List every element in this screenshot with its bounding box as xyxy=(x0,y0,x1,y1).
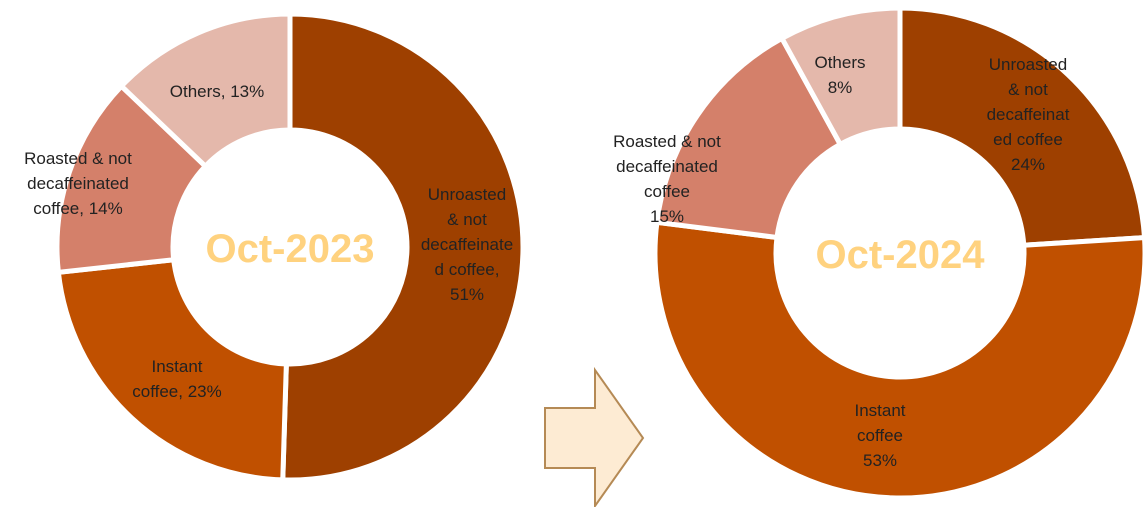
center-label: Oct-2024 xyxy=(816,233,986,277)
donut-chart-oct-2023: Unroasted & not decaffeinate d coffee, 51% In… xyxy=(24,11,526,483)
right-arrow-icon xyxy=(544,366,645,507)
slice-roasted-not-decaffeinated-coffee xyxy=(654,34,844,241)
data-label: Instant coffee 53% xyxy=(854,401,905,470)
data-label: Unroasted & not decaffeinat ed coffee 24% xyxy=(987,55,1070,174)
data-label: Others 8% xyxy=(814,53,865,97)
data-label: Others, 13% xyxy=(170,82,265,101)
slice-unroasted-not-decaffeinated-coffee xyxy=(280,11,526,483)
slice-unroasted-not-decaffeinated-coffee xyxy=(897,5,1145,248)
data-label: Unroasted & not decaffeinate d coffee, 51% xyxy=(421,185,513,304)
center-label: Oct-2023 xyxy=(206,227,375,271)
slice-instant-coffee xyxy=(55,256,289,483)
slice-others xyxy=(778,5,903,148)
data-label: Roasted & not decaffeinated coffee 15% xyxy=(613,132,721,226)
donut-chart-oct-2024: Unroasted & not decaffeinat ed coffee 24% Ins… xyxy=(613,5,1145,501)
slice-instant-coffee xyxy=(652,219,1145,501)
data-label: Instant coffee, 23% xyxy=(132,357,221,401)
slice-others xyxy=(117,11,293,170)
data-label: Roasted & not decaffeinated coffee, 14% xyxy=(24,149,132,218)
